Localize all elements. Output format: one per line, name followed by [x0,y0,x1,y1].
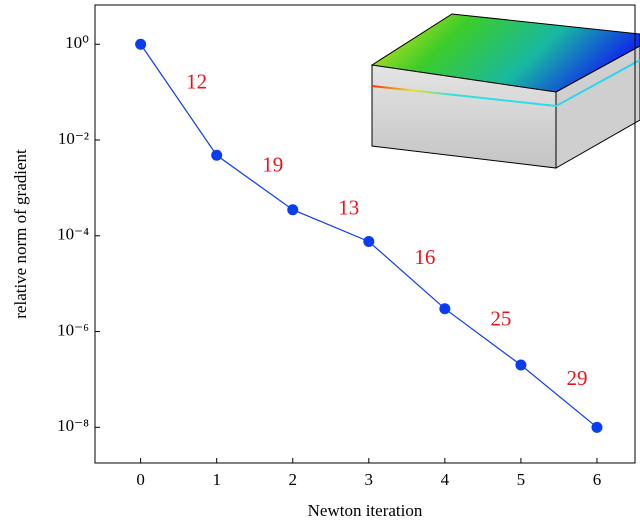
chart: Newton iteration relative norm of gradie… [0,0,640,525]
y-tick-label: 10⁻² [58,129,89,148]
marker [135,39,146,50]
x-tick-label: 0 [136,470,145,489]
x-axis-label: Newton iteration [308,501,423,520]
x-tick-label: 6 [593,470,602,489]
x-tick-label: 5 [517,470,526,489]
y-tick-label: 10⁻⁸ [57,416,89,435]
x-tick-label: 3 [365,470,374,489]
marker [515,360,526,371]
segment-label: 25 [490,307,511,331]
marker [211,150,222,161]
marker [363,236,374,247]
y-axis-label: relative norm of gradient [11,149,30,319]
segment-label: 12 [186,70,207,94]
inset-image [372,14,640,168]
x-tick-label: 4 [441,470,450,489]
segment-label: 16 [414,245,435,269]
y-tick-label: 10⁻⁴ [57,225,89,244]
y-tick-label: 10⁰ [65,33,89,52]
segment-label: 13 [338,195,359,219]
y-tick-label: 10⁻⁶ [57,320,89,339]
segment-label: 29 [566,366,587,390]
marker [439,303,450,314]
x-tick-label: 1 [212,470,221,489]
marker [591,422,602,433]
marker [287,204,298,215]
segment-label: 19 [262,152,283,176]
x-tick-label: 2 [288,470,297,489]
